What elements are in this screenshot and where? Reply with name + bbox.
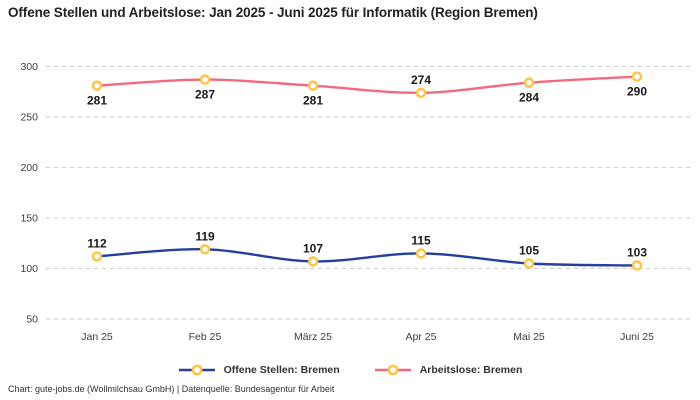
y-tick-label: 200	[20, 162, 38, 174]
y-tick-label: 50	[26, 314, 38, 326]
legend-marker-icon	[191, 364, 202, 376]
data-point-label: 103	[627, 246, 647, 260]
y-tick-label: 250	[20, 112, 38, 124]
data-point-marker	[91, 251, 103, 262]
data-point-marker	[631, 71, 643, 82]
data-point-marker	[199, 74, 211, 85]
y-tick-label: 100	[20, 263, 38, 275]
data-point-label: 284	[519, 91, 539, 105]
data-point-label: 274	[411, 73, 431, 87]
data-point-marker	[631, 260, 643, 271]
x-tick-label: Juni 25	[620, 331, 654, 343]
x-tick-label: Apr 25	[406, 331, 437, 343]
x-tick-label: Jan 25	[81, 331, 113, 343]
data-point-label: 115	[411, 233, 431, 247]
x-tick-label: Mai 25	[513, 331, 545, 343]
x-tick-label: März 25	[294, 331, 332, 343]
data-point-marker	[523, 258, 535, 269]
legend-label-offene-stellen: Offene Stellen: Bremen	[223, 364, 340, 376]
legend-sample-arbeitslose	[374, 364, 411, 376]
data-point-marker	[415, 248, 427, 259]
data-point-marker	[199, 244, 211, 255]
series-line	[95, 248, 639, 267]
data-point-label: 281	[303, 94, 323, 108]
y-tick-label: 300	[20, 61, 38, 73]
data-point-marker	[415, 87, 427, 99]
data-point-label: 105	[519, 244, 539, 258]
data-point-label: 112	[87, 236, 107, 250]
data-point-marker	[307, 256, 319, 267]
chart-attribution: Chart: gute-jobs.de (Wollmilchsau GmbH) …	[8, 384, 335, 394]
legend-item-offene-stellen[interactable]: Offene Stellen: Bremen	[178, 363, 340, 377]
series-line	[95, 75, 639, 95]
data-point-label: 119	[195, 229, 215, 243]
data-point-label: 290	[627, 85, 647, 99]
chart-title: Offene Stellen und Arbeitslose: Jan 2025…	[8, 5, 538, 20]
x-tick-label: Feb 25	[189, 331, 222, 343]
data-point-label: 281	[87, 94, 107, 108]
data-point-marker	[307, 80, 319, 91]
data-point-label: 287	[195, 88, 215, 102]
legend-sample-offene-stellen	[178, 364, 215, 376]
chart-legend: Offene Stellen: Bremen Arbeitslose: Brem…	[0, 361, 700, 379]
data-point-marker	[523, 77, 535, 88]
y-tick-label: 150	[20, 213, 38, 225]
data-point-marker	[91, 80, 103, 91]
legend-label-arbeitslose: Arbeitslose: Bremen	[419, 364, 523, 376]
legend-item-arbeitslose[interactable]: Arbeitslose: Bremen	[374, 363, 523, 377]
legend-marker-icon	[387, 364, 399, 376]
data-point-label: 107	[303, 241, 323, 255]
